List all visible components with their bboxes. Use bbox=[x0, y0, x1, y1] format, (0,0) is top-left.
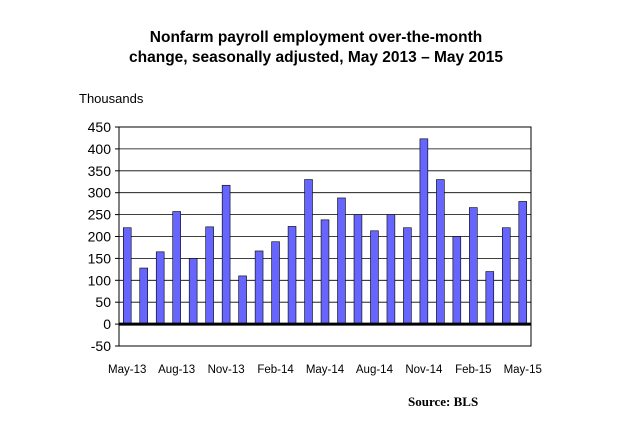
x-tick-label: Nov-14 bbox=[405, 364, 443, 376]
bar-Jun-14 bbox=[337, 197, 346, 325]
chart-title-line2: change, seasonally adjusted, May 2013 – … bbox=[129, 49, 503, 66]
bar-Jul-13 bbox=[155, 251, 165, 325]
y-tick-label: -50 bbox=[91, 338, 111, 354]
bar-Jun-13 bbox=[139, 267, 148, 325]
bar-May-15 bbox=[518, 201, 528, 325]
x-tick-label: Aug-14 bbox=[356, 364, 394, 376]
bar-Mar-15 bbox=[485, 271, 495, 325]
bar-May-14 bbox=[320, 219, 330, 325]
y-tick-label: 100 bbox=[88, 272, 112, 288]
y-tick-label: 0 bbox=[103, 316, 111, 332]
y-tick-label: 150 bbox=[88, 250, 112, 266]
bar-Sep-14 bbox=[386, 214, 396, 325]
bar-Dec-14 bbox=[436, 179, 445, 325]
x-tick-label: Nov-13 bbox=[208, 364, 245, 376]
bar-Jan-14 bbox=[254, 250, 264, 325]
bar-Mar-14 bbox=[287, 226, 297, 325]
bar-Apr-15 bbox=[502, 227, 511, 325]
x-tick-label: May-15 bbox=[504, 364, 542, 376]
x-tick-label: Feb-15 bbox=[455, 364, 491, 376]
bar-Nov-14 bbox=[419, 138, 429, 325]
x-tick-label: Aug-13 bbox=[158, 364, 195, 376]
bar-Jul-14 bbox=[353, 214, 363, 325]
bar-Aug-13 bbox=[172, 211, 181, 325]
y-tick-label: 250 bbox=[88, 207, 112, 223]
y-tick-label: 300 bbox=[88, 185, 112, 201]
y-tick-label: 350 bbox=[88, 163, 112, 179]
chart-title-line1: Nonfarm payroll employment over-the-mont… bbox=[149, 29, 483, 46]
bar-May-13 bbox=[122, 227, 132, 325]
x-tick-label: May-13 bbox=[108, 364, 146, 376]
bar-Aug-14 bbox=[370, 230, 379, 325]
y-axis-unit-label: Thousands bbox=[79, 91, 144, 106]
x-tick-label: May-14 bbox=[306, 364, 345, 376]
source-note: Source: BLS bbox=[408, 394, 479, 409]
bar-Oct-14 bbox=[403, 227, 412, 325]
y-tick-label: 400 bbox=[88, 141, 112, 157]
bar-Dec-13 bbox=[238, 275, 247, 325]
bar-Feb-15 bbox=[469, 207, 478, 325]
y-tick-label: 450 bbox=[88, 119, 112, 135]
y-tick-label: 200 bbox=[88, 229, 112, 245]
bar-Jan-15 bbox=[452, 236, 462, 325]
bar-Apr-14 bbox=[304, 179, 313, 325]
chart-title: Nonfarm payroll employment over-the-mont… bbox=[0, 28, 632, 68]
bar-Oct-13 bbox=[205, 226, 214, 325]
bar-Feb-14 bbox=[271, 241, 280, 325]
bar-Sep-13 bbox=[188, 258, 198, 325]
bar-Nov-13 bbox=[221, 184, 231, 325]
y-tick-label: 50 bbox=[95, 294, 111, 310]
x-tick-label: Feb-14 bbox=[257, 364, 294, 376]
